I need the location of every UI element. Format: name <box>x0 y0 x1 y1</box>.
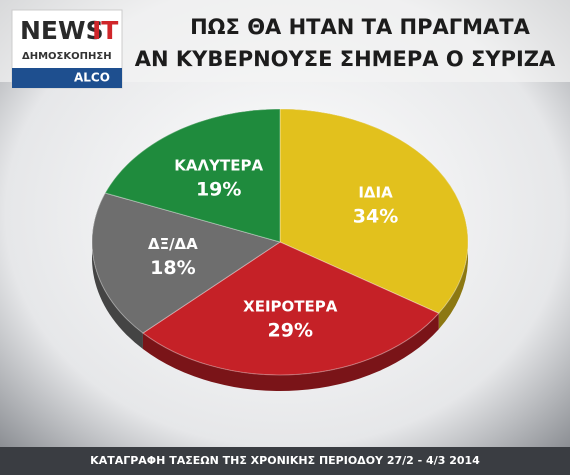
footer-band <box>0 447 570 475</box>
slice-label: ΙΔΙΑ <box>358 183 393 201</box>
value-label: 19% <box>196 179 241 201</box>
slice <box>142 241 440 376</box>
chart-title: ΠΩΣ ΘΑ ΗΤΑΝ ΤΑ ΠΡΑΓΜΑΤΑ <box>190 15 531 39</box>
slice <box>279 108 469 314</box>
value-label: 34% <box>353 205 398 227</box>
slice-side <box>142 313 439 391</box>
slice-side <box>91 193 143 350</box>
slice <box>104 108 281 243</box>
logo-partner: ALCO <box>74 71 110 85</box>
value-label: 18% <box>150 257 195 279</box>
value-label: 29% <box>268 319 313 341</box>
logo-partner-band <box>12 68 122 88</box>
slice-label: ΚΑΛΥΤΕΡΑ <box>174 157 263 175</box>
logo-brand: NEWS <box>20 16 104 45</box>
logo-subtitle: ΔΗΜΟΣΚΟΠΗΣΗ <box>22 51 112 62</box>
logo-accent: IT <box>92 16 118 45</box>
slice-label: ΧΕΙΡΟΤΕΡΑ <box>243 297 338 315</box>
slice-label: ΔΞ/ΔΑ <box>148 235 198 253</box>
chart-title: ΑΝ ΚΥΒΕΡΝΟΥΣΕ ΣΗΜΕΡΑ Ο ΣΥΡΙΖΑ <box>135 47 556 71</box>
slice <box>91 192 282 334</box>
footnote: ΚΑΤΑΓΡΑΦΗ ΤΑΣΕΩΝ ΤΗΣ ΧΡΟΝΙΚΗΣ ΠΕΡΙΟΔΟΥ 2… <box>90 454 480 467</box>
